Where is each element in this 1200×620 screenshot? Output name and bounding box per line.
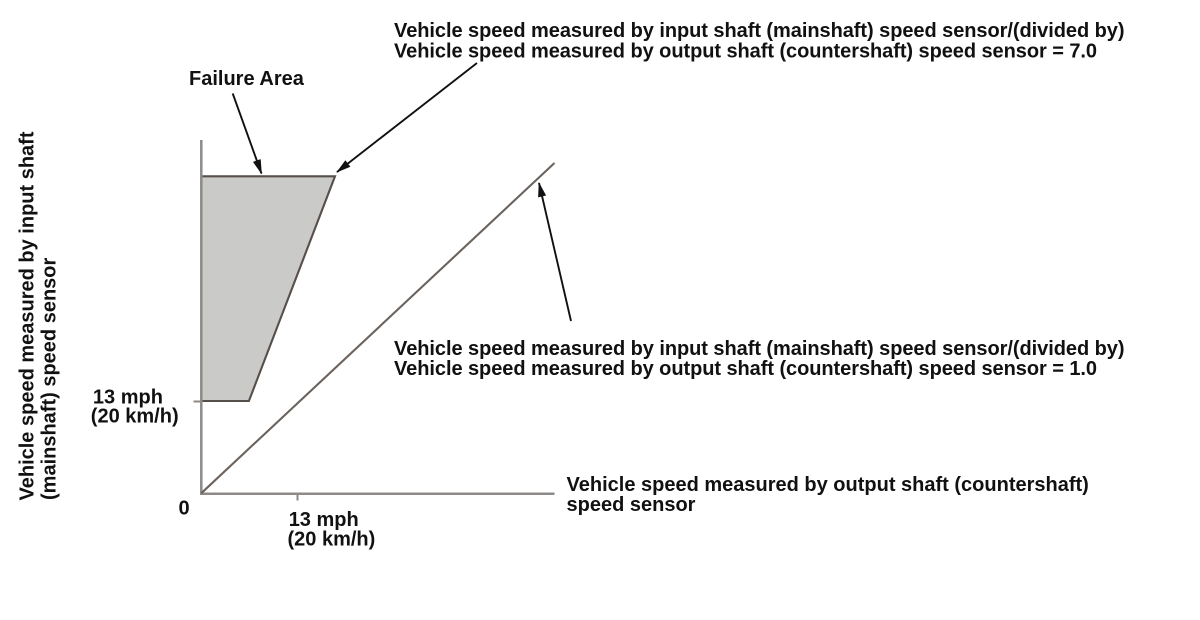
svg-text:Vehicle speed measured by outp: Vehicle speed measured by output shaft (… — [394, 41, 1097, 63]
svg-text:(20 km/h): (20 km/h) — [91, 406, 179, 428]
svg-text:13 mph: 13 mph — [289, 509, 359, 531]
svg-text:Vehicle speed measured by inpu: Vehicle speed measured by input shaft (m… — [394, 20, 1125, 42]
svg-text:Vehicle speed measured by outp: Vehicle speed measured by output shaft (… — [394, 358, 1097, 380]
svg-text:Failure Area: Failure Area — [189, 68, 305, 90]
svg-text:Vehicle speed measured by inpu: Vehicle speed measured by input shaft — [17, 131, 39, 500]
svg-text:speed sensor: speed sensor — [567, 494, 696, 516]
svg-text:13 mph: 13 mph — [93, 387, 163, 409]
svg-text:0: 0 — [179, 498, 190, 520]
svg-text:Vehicle speed measured by inpu: Vehicle speed measured by input shaft (m… — [394, 338, 1125, 360]
svg-text:(20 km/h): (20 km/h) — [288, 529, 376, 551]
svg-text:(mainshaft) speed sensor: (mainshaft) speed sensor — [39, 257, 61, 500]
svg-text:Vehicle speed measured by outp: Vehicle speed measured by output shaft (… — [567, 474, 1089, 496]
